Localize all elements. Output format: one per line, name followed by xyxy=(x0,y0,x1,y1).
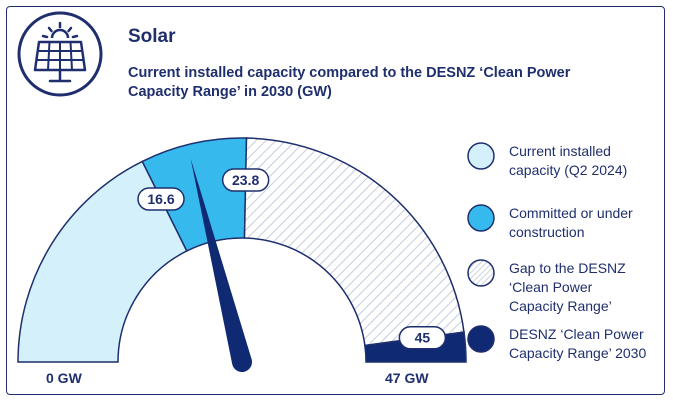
legend-label-gap: Gap to the DESNZ ‘Clean Power Capacity R… xyxy=(509,260,626,314)
value-label-pill-0 xyxy=(137,187,185,211)
legend-label-committed: Committed or under construction xyxy=(509,205,633,240)
chart-subtitle: Current installed capacity compared to t… xyxy=(128,65,571,100)
axis-max-label: 47 GW xyxy=(385,370,429,386)
value-label-0: 16.6 xyxy=(147,191,174,207)
value-label-2: 45 xyxy=(415,330,431,346)
legend-item-gap: Gap to the DESNZ ‘Clean Power Capacity R… xyxy=(467,259,649,316)
legend-label-target: DESNZ ‘Clean Power Capacity Range’ 2030 xyxy=(509,326,647,361)
axis-min-label: 0 GW xyxy=(46,370,82,386)
legend-label-current: Current installed capacity (Q2 2024) xyxy=(509,143,628,178)
legend-item-committed: Committed or under construction xyxy=(467,204,649,242)
legend-item-current: Current installed capacity (Q2 2024) xyxy=(467,142,649,180)
value-label-pill-1 xyxy=(221,168,270,192)
legend-item-target: DESNZ ‘Clean Power Capacity Range’ 2030 xyxy=(467,325,649,363)
gauge-segment-2 xyxy=(243,137,465,347)
legend-swatch-committed xyxy=(467,204,495,232)
chart-title: Solar xyxy=(128,26,176,47)
legend-swatch-gap xyxy=(467,259,495,287)
gauge-segment-0 xyxy=(17,160,188,363)
legend-swatch-current xyxy=(467,142,495,170)
gauge-needle xyxy=(190,158,253,373)
value-label-1: 23.8 xyxy=(232,172,259,188)
value-label-pill-2 xyxy=(398,325,447,350)
legend-swatch-target xyxy=(467,325,495,353)
solar-panel-icon xyxy=(14,8,106,100)
